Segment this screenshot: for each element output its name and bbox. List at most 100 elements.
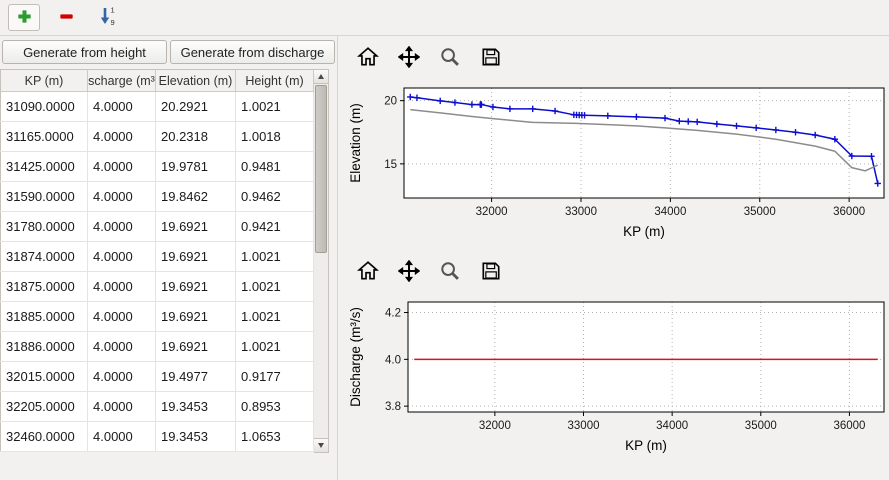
table-cell[interactable]: 4.0000 bbox=[87, 271, 156, 302]
pan-button[interactable] bbox=[395, 44, 423, 72]
table-cell[interactable]: 19.6921 bbox=[155, 301, 236, 332]
svg-text:32000: 32000 bbox=[479, 420, 511, 432]
table-cell[interactable]: 19.6921 bbox=[155, 331, 236, 362]
table-cell[interactable]: 31590.0000 bbox=[0, 181, 88, 212]
table-row: 31885.0000 4.0000 19.6921 1.0021 bbox=[0, 301, 314, 332]
table-row: 32015.0000 4.0000 19.4977 0.9177 bbox=[0, 361, 314, 392]
table-cell[interactable]: 19.6921 bbox=[155, 241, 236, 272]
table-cell[interactable]: 1.0021 bbox=[235, 331, 314, 362]
table-cell[interactable]: 31886.0000 bbox=[0, 331, 88, 362]
table-cell[interactable]: 1.0653 bbox=[235, 421, 314, 452]
svg-text:KP (m): KP (m) bbox=[623, 224, 665, 239]
table-cell[interactable]: 4.0000 bbox=[87, 181, 156, 212]
table-cell[interactable]: 0.9462 bbox=[235, 181, 314, 212]
table-row: 32460.0000 4.0000 19.3453 1.0653 bbox=[0, 421, 314, 452]
table-cell[interactable]: 4.0000 bbox=[87, 331, 156, 362]
table-cell[interactable]: 20.2318 bbox=[155, 121, 236, 152]
table-row: 31165.0000 4.0000 20.2318 1.0018 bbox=[0, 121, 314, 152]
pan-icon bbox=[397, 259, 421, 285]
table-cell[interactable]: 32205.0000 bbox=[0, 391, 88, 422]
scroll-up-button[interactable] bbox=[314, 70, 328, 84]
table-cell[interactable]: 32460.0000 bbox=[0, 421, 88, 452]
table-cell[interactable]: 19.6921 bbox=[155, 211, 236, 242]
zoom-icon bbox=[439, 260, 461, 285]
discharge-chart[interactable]: 32000 33000 34000 35000 36000 3.8 4.0 4.2 KP (m)… bbox=[346, 290, 889, 460]
table-row: 31886.0000 4.0000 19.6921 1.0021 bbox=[0, 331, 314, 362]
column-header-discharge[interactable]: scharge (m³ bbox=[87, 69, 156, 92]
table-cell[interactable]: 4.0000 bbox=[87, 121, 156, 152]
column-header-kp[interactable]: KP (m) bbox=[0, 69, 88, 92]
table-cell[interactable]: 4.0000 bbox=[87, 91, 156, 122]
zoom-button[interactable] bbox=[436, 258, 464, 286]
table-cell[interactable]: 31874.0000 bbox=[0, 241, 88, 272]
table-cell[interactable]: 19.4977 bbox=[155, 361, 236, 392]
svg-text:4.0: 4.0 bbox=[385, 354, 401, 366]
table-cell[interactable]: 31090.0000 bbox=[0, 91, 88, 122]
minus-icon bbox=[57, 7, 76, 29]
save-button[interactable] bbox=[477, 258, 505, 286]
table-cell[interactable]: 4.0000 bbox=[87, 151, 156, 182]
data-table: KP (m) scharge (m³ Elevation (m) Height … bbox=[0, 69, 314, 452]
remove-row-button[interactable] bbox=[50, 4, 82, 31]
table-header-row: KP (m) scharge (m³ Elevation (m) Height … bbox=[0, 69, 314, 92]
elevation-chart[interactable]: 32000 33000 34000 35000 36000 15 20 KP (m) Eleva… bbox=[346, 76, 889, 246]
table-cell[interactable]: 1.0021 bbox=[235, 271, 314, 302]
table-cell[interactable]: 0.9481 bbox=[235, 151, 314, 182]
svg-text:15: 15 bbox=[384, 159, 397, 171]
table-cell[interactable]: 0.9177 bbox=[235, 361, 314, 392]
table-cell[interactable]: 4.0000 bbox=[87, 301, 156, 332]
svg-text:4.2: 4.2 bbox=[385, 308, 401, 320]
pan-button[interactable] bbox=[395, 258, 423, 286]
scroll-down-button[interactable] bbox=[314, 438, 328, 452]
column-header-elevation[interactable]: Elevation (m) bbox=[155, 69, 236, 92]
generate-from-height-button[interactable]: Generate from height bbox=[2, 40, 167, 64]
save-icon bbox=[480, 260, 502, 285]
home-icon bbox=[357, 260, 379, 285]
table-cell[interactable]: 4.0000 bbox=[87, 211, 156, 242]
home-button[interactable] bbox=[354, 44, 382, 72]
column-header-height[interactable]: Height (m) bbox=[235, 69, 314, 92]
table-cell[interactable]: 31165.0000 bbox=[0, 121, 88, 152]
sort-1-9-icon: 1 9 bbox=[98, 5, 118, 30]
table-row: 31090.0000 4.0000 20.2921 1.0021 bbox=[0, 91, 314, 122]
svg-text:33000: 33000 bbox=[568, 420, 600, 432]
table-cell[interactable]: 4.0000 bbox=[87, 241, 156, 272]
table-cell[interactable]: 0.8953 bbox=[235, 391, 314, 422]
pan-icon bbox=[397, 45, 421, 71]
add-row-button[interactable] bbox=[8, 4, 40, 31]
table-cell[interactable]: 19.6921 bbox=[155, 271, 236, 302]
svg-text:Elevation (m): Elevation (m) bbox=[348, 103, 363, 183]
table-cell[interactable]: 31885.0000 bbox=[0, 301, 88, 332]
svg-text:36000: 36000 bbox=[833, 420, 865, 432]
zoom-icon bbox=[439, 46, 461, 71]
table-cell[interactable]: 31875.0000 bbox=[0, 271, 88, 302]
table-cell[interactable]: 19.3453 bbox=[155, 391, 236, 422]
svg-text:35000: 35000 bbox=[745, 420, 777, 432]
table-cell[interactable]: 1.0018 bbox=[235, 121, 314, 152]
table-scrollbar[interactable] bbox=[314, 69, 329, 453]
home-button[interactable] bbox=[354, 258, 382, 286]
table-cell[interactable]: 4.0000 bbox=[87, 361, 156, 392]
table-cell[interactable]: 19.8462 bbox=[155, 181, 236, 212]
table-cell[interactable]: 0.9421 bbox=[235, 211, 314, 242]
svg-text:3.8: 3.8 bbox=[385, 401, 401, 413]
table-cell[interactable]: 1.0021 bbox=[235, 301, 314, 332]
sort-button[interactable]: 1 9 bbox=[92, 4, 124, 31]
down-arrow-icon bbox=[318, 443, 324, 448]
table-cell[interactable]: 1.0021 bbox=[235, 241, 314, 272]
scrollbar-thumb[interactable] bbox=[315, 85, 327, 253]
table-cell[interactable]: 20.2921 bbox=[155, 91, 236, 122]
table-cell[interactable]: 4.0000 bbox=[87, 391, 156, 422]
table-cell[interactable]: 19.9781 bbox=[155, 151, 236, 182]
table-cell[interactable]: 4.0000 bbox=[87, 421, 156, 452]
table-cell[interactable]: 31425.0000 bbox=[0, 151, 88, 182]
up-arrow-icon bbox=[318, 74, 324, 79]
table-cell[interactable]: 31780.0000 bbox=[0, 211, 88, 242]
table-cell[interactable]: 1.0021 bbox=[235, 91, 314, 122]
table-cell[interactable]: 32015.0000 bbox=[0, 361, 88, 392]
table-cell[interactable]: 19.3453 bbox=[155, 421, 236, 452]
save-button[interactable] bbox=[477, 44, 505, 72]
zoom-button[interactable] bbox=[436, 44, 464, 72]
generate-from-discharge-button[interactable]: Generate from discharge bbox=[170, 40, 335, 64]
